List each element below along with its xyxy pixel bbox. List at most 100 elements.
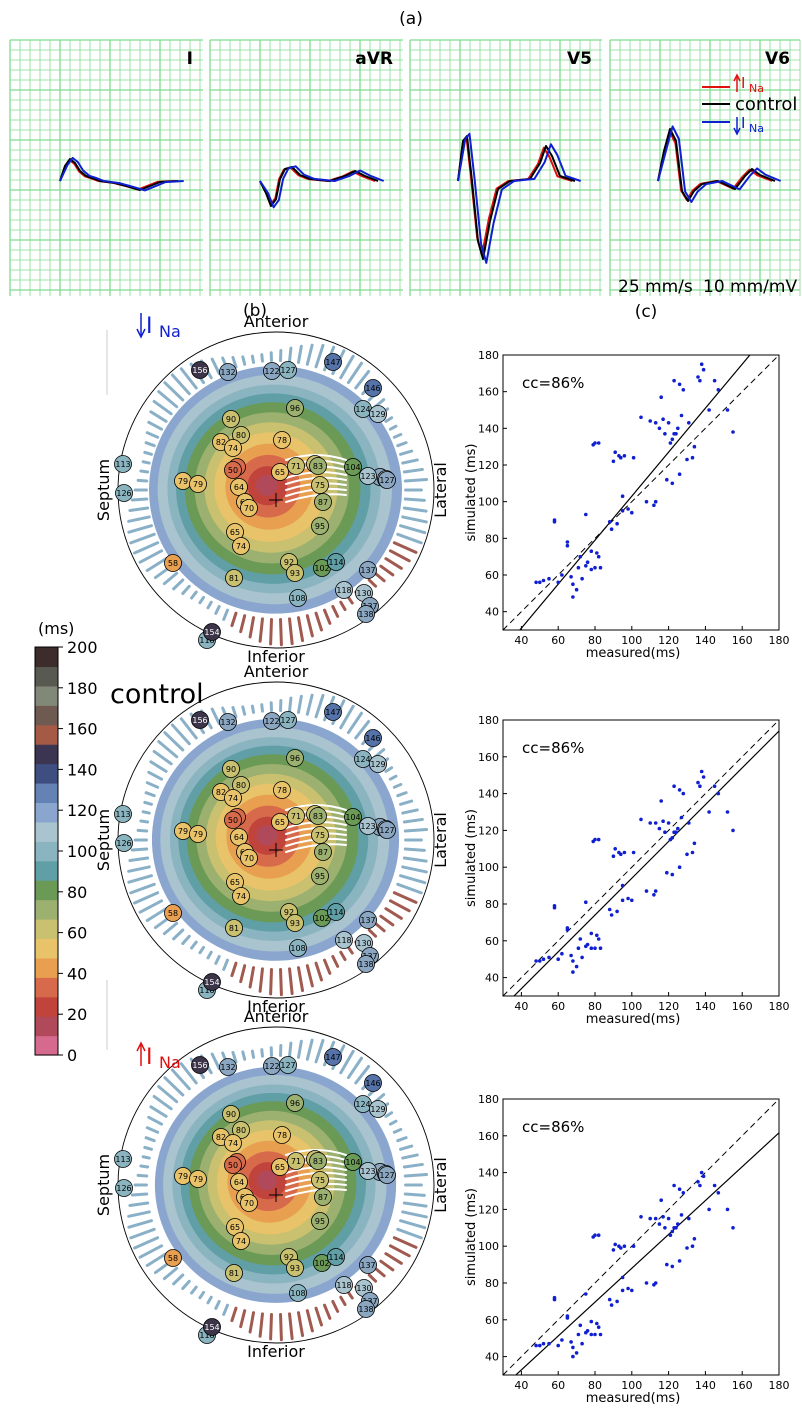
map-fringe-stroke	[138, 899, 164, 914]
y-tick-label: 120	[478, 459, 499, 472]
electrode: 127	[279, 711, 297, 729]
map-fringe-stroke	[354, 720, 371, 740]
map-fringe-stroke	[190, 940, 198, 950]
electrode-marker	[286, 1259, 304, 1277]
scatter-point	[589, 567, 594, 572]
scatter-point	[556, 1343, 560, 1348]
scatter-point	[589, 549, 594, 553]
electrode-label: 127	[280, 366, 295, 375]
map-fringe-stroke	[403, 497, 426, 502]
electrode: 156	[191, 711, 209, 729]
electrode-label: 58	[168, 909, 178, 918]
colorbar-segment	[35, 647, 58, 668]
electrode: 114	[327, 553, 345, 571]
map-fringe-stroke	[384, 907, 403, 920]
map-fringe-stroke	[222, 958, 229, 971]
scatter-point	[576, 565, 581, 570]
map-fringe-stroke	[401, 808, 419, 815]
electrode-label: 138	[358, 1305, 373, 1314]
electrode-marker	[225, 919, 243, 937]
electrode: 127	[378, 1166, 396, 1184]
x-axis-label: measured(ms)	[586, 646, 681, 661]
electrode-label: 93	[290, 1264, 300, 1273]
scatter-point	[661, 1215, 665, 1219]
y-tick-label: 120	[478, 824, 499, 837]
electrode-marker	[115, 834, 133, 852]
scatter-point	[712, 1183, 717, 1188]
colorbar-tick-label: 140	[67, 760, 98, 779]
map-fringe-stroke	[230, 961, 238, 978]
map-fringe-stroke	[127, 524, 153, 534]
scatter-point	[631, 1244, 636, 1248]
activation-maps: 1471561321221271469612412990808274786150…	[94, 312, 450, 1361]
electrode: 50	[224, 1156, 242, 1174]
scatter-point	[676, 826, 680, 831]
electrode: 80	[232, 426, 250, 444]
map-fringe-stroke	[138, 549, 164, 564]
scatter-point	[584, 1292, 588, 1296]
y-tick-label: 120	[478, 1203, 499, 1216]
scatter-point	[665, 870, 669, 875]
scatter-point	[598, 1332, 603, 1337]
scatter-point	[652, 503, 656, 508]
scatter-point	[666, 821, 671, 825]
y-tick-label: 140	[478, 1167, 499, 1180]
map-fringe-stroke	[143, 800, 153, 806]
map-fringe-stroke	[296, 694, 303, 714]
map-fringe-stroke	[127, 874, 153, 884]
scatter-point	[731, 828, 735, 833]
map-fringe-stroke	[170, 1068, 191, 1091]
electrode-label: 96	[290, 1099, 300, 1108]
map-fringe-stroke	[367, 1273, 378, 1283]
electrode-marker	[289, 589, 307, 607]
y-tick-label: 40	[485, 606, 499, 619]
electrode-marker	[286, 914, 304, 932]
scatter-point	[585, 560, 590, 564]
electrode: 74	[224, 789, 242, 807]
map-fringe-stroke	[152, 399, 173, 416]
electrode-marker	[378, 1166, 396, 1184]
electrode: 113	[114, 805, 132, 823]
map-label-anterior: Anterior	[244, 312, 309, 331]
map-fringe-stroke	[250, 1049, 256, 1059]
electrode-label: 118	[336, 1281, 351, 1290]
y-tick-label: 40	[485, 972, 499, 985]
scatter-point	[571, 959, 575, 963]
map-isochrone-band	[256, 825, 278, 846]
scatter-point	[672, 784, 676, 788]
y-axis-label: simulated (ms)	[464, 1188, 479, 1286]
y-tick-label: 100	[478, 496, 499, 509]
scatter-point	[580, 576, 584, 581]
map-fringe-stroke	[399, 1219, 427, 1230]
x-tick-label: 120	[658, 1000, 679, 1013]
scatter-point	[541, 1341, 546, 1346]
x-tick-label: 60	[551, 634, 565, 647]
map-fringe-stroke	[388, 424, 398, 431]
scatter-point	[534, 580, 538, 585]
electrode: 79	[174, 472, 192, 490]
map-fringe-stroke	[145, 1252, 168, 1267]
map-fringe-stroke	[210, 1052, 221, 1071]
ecg-lead-label: aVR	[355, 49, 393, 69]
colorbar-segment	[35, 938, 58, 959]
electrode-marker	[311, 1212, 329, 1230]
electrode: 80	[232, 1121, 250, 1139]
electrode: 118	[335, 1276, 353, 1294]
map-fringe-stroke	[241, 1050, 247, 1061]
scatter-point	[663, 830, 667, 834]
map-isochrone-band	[256, 1170, 277, 1191]
electrode-label: 95	[315, 522, 325, 531]
row1-title-main: I	[146, 314, 153, 339]
electrode-label: 82	[216, 788, 226, 797]
electrode: 127	[279, 1056, 297, 1074]
electrode-label: 129	[370, 760, 385, 769]
electrode: 74	[224, 1134, 242, 1152]
electrode-label: 92	[284, 908, 294, 917]
scatter-point	[631, 850, 636, 855]
map-fringe-stroke	[231, 355, 238, 369]
scatter-point	[648, 821, 652, 825]
electrode-label: 87	[318, 848, 328, 857]
colorbar-unit: (ms)	[38, 619, 74, 638]
map-streak	[285, 454, 347, 461]
ecg-speed-label: 25 mm/s	[618, 277, 693, 297]
